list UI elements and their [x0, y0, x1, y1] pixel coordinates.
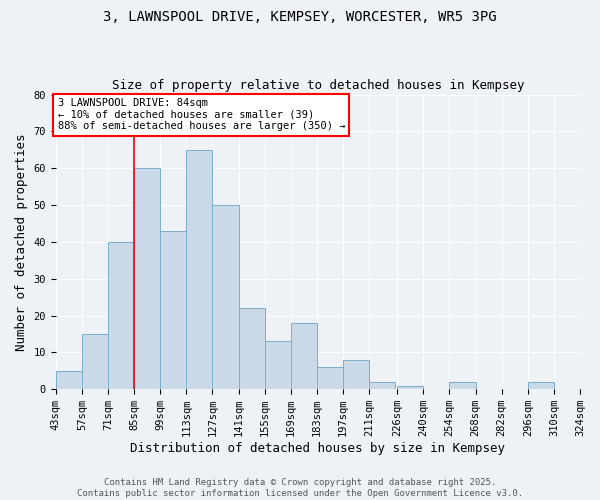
- Bar: [212, 205, 239, 389]
- Bar: [239, 308, 265, 389]
- Bar: [265, 342, 291, 389]
- Bar: [397, 386, 423, 389]
- Text: 3 LAWNSPOOL DRIVE: 84sqm
← 10% of detached houses are smaller (39)
88% of semi-d: 3 LAWNSPOOL DRIVE: 84sqm ← 10% of detach…: [58, 98, 345, 132]
- Text: Contains HM Land Registry data © Crown copyright and database right 2025.
Contai: Contains HM Land Registry data © Crown c…: [77, 478, 523, 498]
- Bar: [528, 382, 554, 389]
- Bar: [317, 367, 343, 389]
- Bar: [134, 168, 160, 389]
- Bar: [343, 360, 369, 389]
- Bar: [56, 371, 82, 389]
- Y-axis label: Number of detached properties: Number of detached properties: [15, 133, 28, 350]
- X-axis label: Distribution of detached houses by size in Kempsey: Distribution of detached houses by size …: [130, 442, 505, 455]
- Bar: [187, 150, 212, 389]
- Bar: [291, 323, 317, 389]
- Bar: [160, 231, 187, 389]
- Text: 3, LAWNSPOOL DRIVE, KEMPSEY, WORCESTER, WR5 3PG: 3, LAWNSPOOL DRIVE, KEMPSEY, WORCESTER, …: [103, 10, 497, 24]
- Bar: [369, 382, 395, 389]
- Bar: [108, 242, 134, 389]
- Bar: [82, 334, 108, 389]
- Title: Size of property relative to detached houses in Kempsey: Size of property relative to detached ho…: [112, 79, 524, 92]
- Bar: [449, 382, 476, 389]
